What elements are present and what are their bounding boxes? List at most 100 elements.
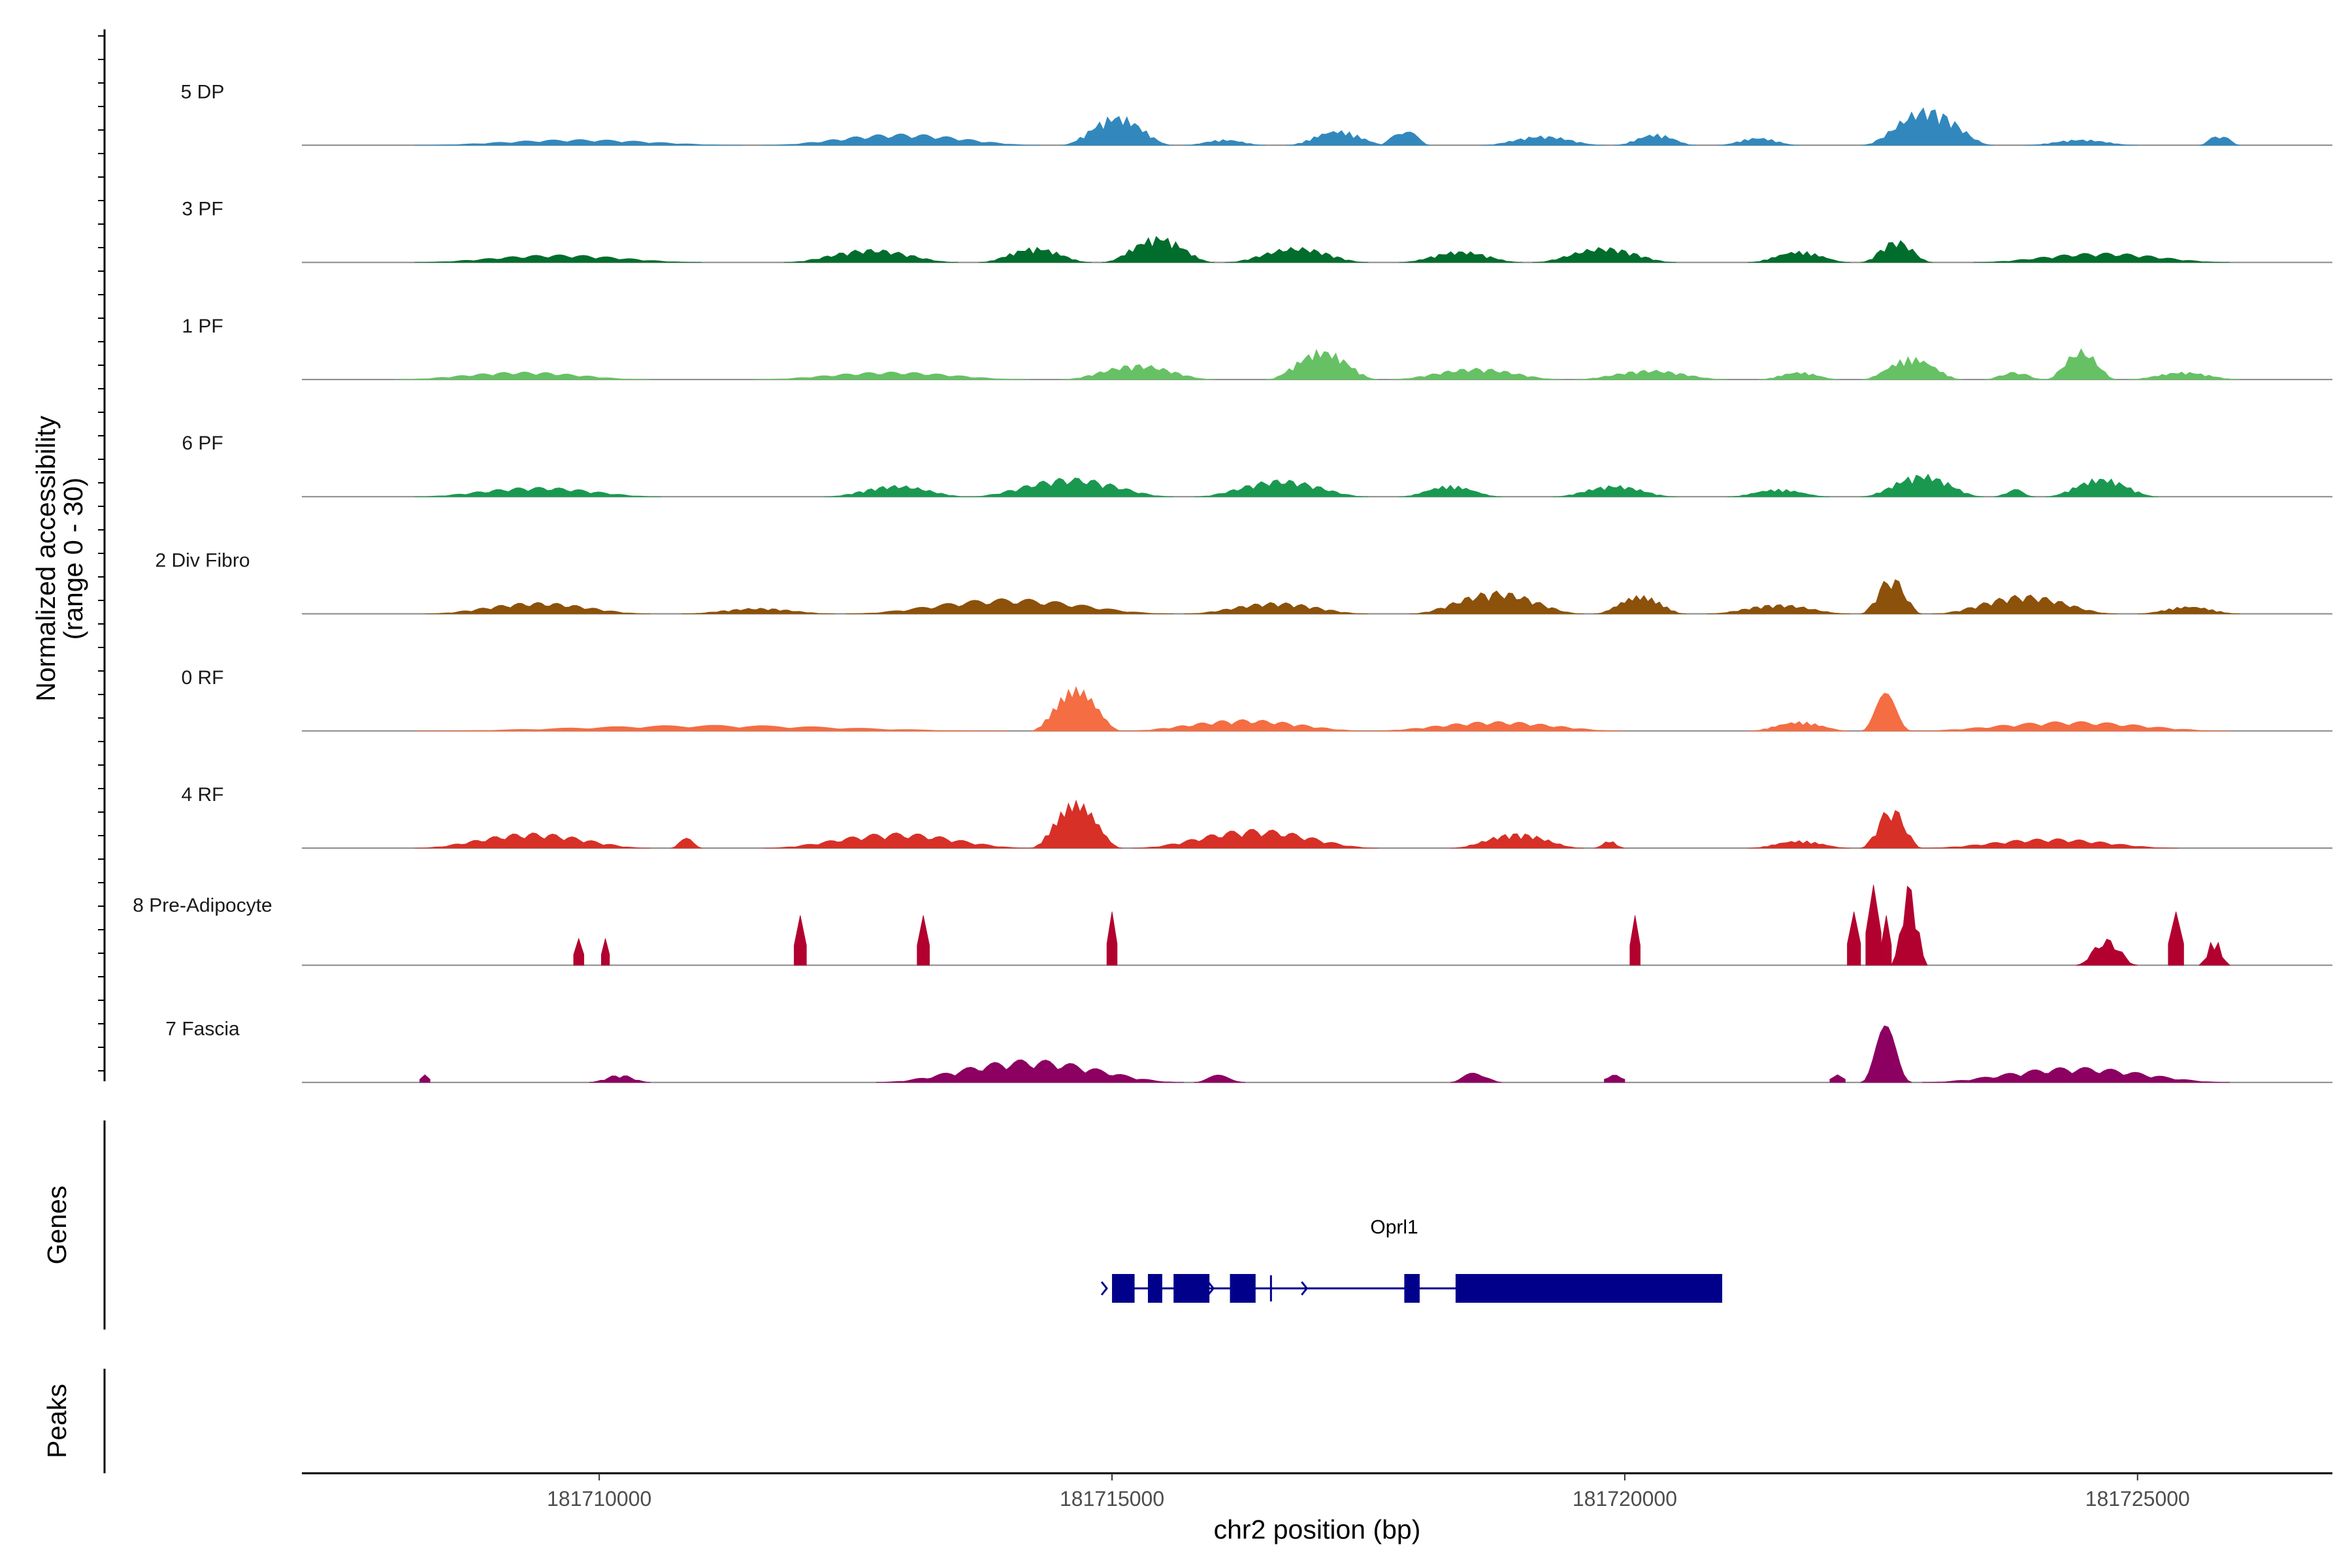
track-label: 6 PF <box>182 433 223 454</box>
y-axis-title-line2: (range 0 - 30) <box>58 478 88 640</box>
coverage-peak <box>1880 915 1892 966</box>
coverage-peak <box>1450 833 1584 849</box>
coverage-peak <box>1409 590 1584 614</box>
track-7-fascia: 7 Fascia <box>165 1019 2332 1083</box>
coverage-peak <box>1922 1067 2230 1083</box>
coverage-peak <box>1450 1072 1502 1083</box>
coverage-peak <box>1912 721 2230 732</box>
coverage-peak <box>1368 721 1625 732</box>
coverage-peak <box>1748 840 1851 849</box>
x-tick-label: 181725000 <box>2085 1487 2190 1511</box>
coverage-peak <box>1060 364 1215 380</box>
coverage-peak <box>1399 484 1502 497</box>
coverage-peak <box>1122 719 1369 732</box>
coverage-peak <box>1183 139 1266 146</box>
coverage-peak <box>1707 604 1851 614</box>
coverage-peak <box>1973 252 2230 263</box>
coverage-peak <box>783 249 958 263</box>
strand-arrow <box>1100 1281 1108 1296</box>
gene-exon <box>1173 1274 1210 1303</box>
coverage-peak <box>1891 885 1928 966</box>
coverage-peak <box>1183 602 1369 614</box>
coverage-peak <box>425 602 651 614</box>
coverage-peak <box>917 915 930 966</box>
track-label: 1 PF <box>182 316 223 337</box>
x-tick-label: 181715000 <box>1060 1487 1164 1511</box>
coverage-peak <box>419 1074 431 1083</box>
gene-exon <box>1148 1274 1162 1303</box>
coverage-peak <box>1860 579 1923 614</box>
track-4-rf: 4 RF <box>181 784 2332 849</box>
coverage-peak <box>1757 372 1840 380</box>
coverage-peak <box>1286 130 1389 146</box>
coverage-peak <box>2127 371 2240 380</box>
track-label: 2 Div Fibro <box>155 550 250 572</box>
coverage-tracks: 5 DP 3 PF 1 PF 6 PF 2 Div Fibro 0 RF 4 RF 8 Pre… <box>133 81 2332 1083</box>
coverage-peak <box>1552 485 1676 497</box>
gene-exon <box>1230 1274 1256 1303</box>
peaks-panel-label: Peaks <box>42 1384 72 1458</box>
coverage-peak <box>1194 480 1369 497</box>
coverage-peak <box>1847 911 1861 966</box>
coverage-peak <box>1060 116 1174 146</box>
track-5-dp: 5 DP <box>181 81 2332 146</box>
coverage-peak <box>1399 251 1522 263</box>
gene-oprl1: Oprl1 <box>1100 1217 1723 1303</box>
x-axis-title: chr2 position (bp) <box>1214 1514 1421 1544</box>
coverage-peak <box>1132 828 1379 849</box>
track-0-rf: 0 RF <box>181 667 2332 732</box>
coverage-peak <box>968 478 1174 497</box>
coverage-peak <box>1748 721 1851 732</box>
coverage-peak <box>1860 474 1984 497</box>
coverage-peak <box>794 915 807 966</box>
gene-exon <box>1455 1274 1723 1303</box>
coverage-peak <box>2168 911 2184 966</box>
coverage-peak <box>1573 369 1727 380</box>
x-axis-ticks: 181710000 181715000 181720000 181725000 <box>547 1473 2190 1511</box>
coverage-peak <box>1532 247 1676 263</box>
coverage-peak <box>1717 138 1799 146</box>
coverage-peak <box>670 838 702 849</box>
coverage-peak <box>1388 367 1563 380</box>
coverage-peak <box>2198 136 2240 146</box>
coverage-peak <box>589 1075 651 1083</box>
strand-arrow <box>1301 1281 1309 1296</box>
coverage-peak <box>2137 606 2240 614</box>
coverage-peak <box>2025 139 2138 146</box>
coverage-y-ticks <box>98 35 105 1071</box>
coverage-peak <box>1860 107 1995 146</box>
coverage-peak <box>876 1059 1184 1083</box>
y-axis-title-line1: Normalized accessibility <box>31 416 61 702</box>
track-label: 0 RF <box>181 667 223 689</box>
coverage-peak <box>601 938 610 966</box>
track-label: 3 PF <box>182 199 223 220</box>
strand-arrow <box>1207 1281 1215 1296</box>
track-8-pre-adipocyte: 8 Pre-Adipocyte <box>133 885 2332 966</box>
coverage-peak <box>1106 911 1118 966</box>
coverage-peak <box>414 139 743 146</box>
coverage-peak <box>2076 938 2138 966</box>
coverage-peak <box>573 937 585 966</box>
genes-panel-label: Genes <box>42 1186 72 1265</box>
coverage-peak <box>1030 686 1122 732</box>
coverage-peak <box>414 487 661 497</box>
coverage-peak <box>1102 236 1215 263</box>
gene-exon <box>1404 1274 1420 1303</box>
coverage-peak <box>763 832 1030 849</box>
coverage-peak <box>1860 240 1933 263</box>
x-tick-label: 181710000 <box>547 1487 651 1511</box>
gene-annotation-track: Oprl1 <box>1100 1217 1723 1303</box>
coverage-peak <box>2045 348 2117 380</box>
coverage-peak <box>1860 809 1923 849</box>
coverage-peak <box>1604 1075 1625 1083</box>
coverage-peak <box>681 608 836 614</box>
coverage-peak <box>1829 1074 1846 1083</box>
coverage-peak <box>1860 693 1912 732</box>
track-label: 5 DP <box>181 81 225 103</box>
coverage-peak <box>394 371 651 380</box>
coverage-peak <box>414 254 702 263</box>
gene-label: Oprl1 <box>1370 1217 1418 1238</box>
track-6-pf: 6 PF <box>182 433 2332 498</box>
coverage-peak <box>753 371 1030 380</box>
coverage-peak <box>414 832 651 849</box>
